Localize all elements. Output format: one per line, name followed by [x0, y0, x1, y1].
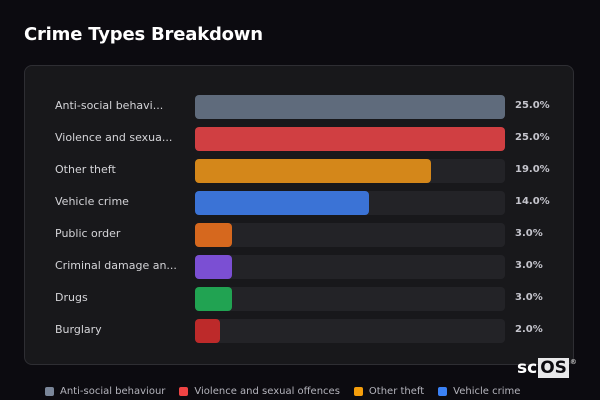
- bar-row[interactable]: Violence and sexua... 25.0%: [25, 127, 573, 151]
- bar-value: 3.0%: [515, 292, 543, 303]
- bar-track: [195, 319, 505, 343]
- bar: [195, 223, 233, 247]
- legend-label: Other theft: [368, 386, 425, 397]
- bar-label: Public order: [55, 227, 121, 240]
- bar: [195, 319, 220, 343]
- bar-track: [195, 127, 505, 151]
- bar: [195, 95, 505, 119]
- bar-value: 3.0%: [515, 260, 543, 271]
- legend-swatch: [179, 387, 189, 396]
- legend-item[interactable]: Anti-social behaviour: [45, 386, 165, 397]
- logo-sc: sc: [517, 358, 538, 378]
- bar-label: Violence and sexua...: [55, 131, 173, 144]
- bar-label: Vehicle crime: [55, 195, 129, 208]
- bar: [195, 255, 233, 279]
- bar-row[interactable]: Other theft 19.0%: [25, 159, 573, 183]
- bar-row[interactable]: Criminal damage an... 3.0%: [25, 255, 573, 279]
- bar-label: Criminal damage an...: [55, 259, 177, 272]
- bar-value: 3.0%: [515, 228, 543, 239]
- bar-row[interactable]: Drugs 3.0%: [25, 287, 573, 311]
- logo-os: OS: [538, 358, 569, 378]
- bar-value: 2.0%: [515, 324, 543, 335]
- bar-track: [195, 95, 505, 119]
- legend-label: Vehicle crime: [453, 386, 521, 397]
- bar: [195, 159, 431, 183]
- legend-label: Anti-social behaviour: [60, 386, 166, 397]
- legend-item[interactable]: Other theft: [353, 386, 425, 397]
- bar-label: Other theft: [55, 163, 116, 176]
- legend-item[interactable]: Vehicle crime: [438, 386, 520, 397]
- bar-row[interactable]: Burglary 2.0%: [25, 319, 573, 343]
- bar-track: [195, 287, 505, 311]
- bar-value: 25.0%: [515, 132, 550, 143]
- registered-icon: ®: [569, 358, 577, 366]
- bar-track: [195, 159, 505, 183]
- chart-panel: Anti-social behavi... 25.0% Violence and…: [24, 65, 574, 365]
- bar-label: Burglary: [55, 323, 102, 336]
- legend-label: Violence and sexual offences: [194, 386, 340, 397]
- bar-value: 14.0%: [515, 196, 550, 207]
- bar-label: Drugs: [55, 291, 88, 304]
- bar-value: 25.0%: [515, 100, 550, 111]
- legend-swatch: [438, 387, 448, 396]
- bar: [195, 287, 233, 311]
- bar: [195, 127, 505, 151]
- bar-row[interactable]: Anti-social behavi... 25.0%: [25, 95, 573, 119]
- scos-logo: sc OS ®: [517, 358, 577, 378]
- chart-legend: Anti-social behaviour Violence and sexua…: [45, 386, 520, 397]
- bar: [195, 191, 369, 215]
- legend-swatch: [353, 387, 363, 396]
- legend-item[interactable]: Violence and sexual offences: [179, 386, 340, 397]
- bar-label: Anti-social behavi...: [55, 99, 164, 112]
- legend-swatch: [45, 387, 54, 396]
- bar-row[interactable]: Public order 3.0%: [25, 223, 573, 247]
- bar-track: [195, 255, 505, 279]
- page-title: Crime Types Breakdown: [24, 24, 263, 45]
- bar-track: [195, 223, 505, 247]
- bar-track: [195, 191, 505, 215]
- bar-value: 19.0%: [515, 164, 550, 175]
- bar-row[interactable]: Vehicle crime 14.0%: [25, 191, 573, 215]
